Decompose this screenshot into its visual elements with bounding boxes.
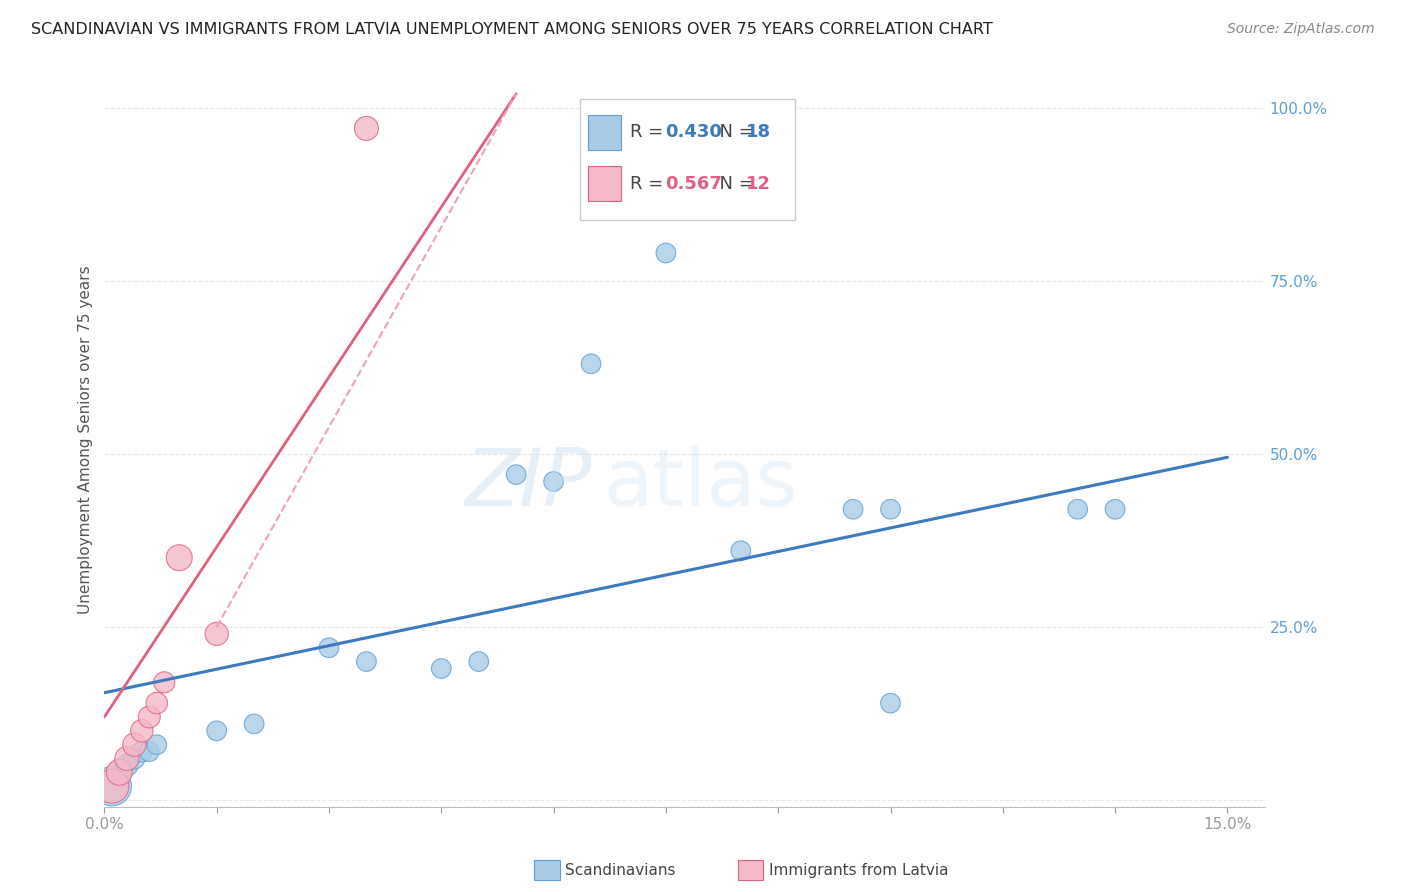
- Text: R =: R =: [630, 123, 669, 142]
- Point: [131, 723, 153, 738]
- Point: [430, 661, 453, 675]
- Point: [153, 675, 176, 690]
- Point: [101, 779, 124, 793]
- Point: [167, 550, 190, 565]
- Point: [243, 717, 266, 731]
- Point: [205, 627, 228, 641]
- Y-axis label: Unemployment Among Seniors over 75 years: Unemployment Among Seniors over 75 years: [79, 266, 93, 615]
- Text: R =: R =: [630, 175, 669, 193]
- Text: Scandinavians: Scandinavians: [565, 863, 676, 878]
- Point: [318, 640, 340, 655]
- Text: 18: 18: [747, 123, 772, 142]
- Point: [1104, 502, 1126, 516]
- Point: [505, 467, 527, 482]
- FancyBboxPatch shape: [588, 166, 621, 202]
- Point: [124, 738, 146, 752]
- Text: 12: 12: [747, 175, 770, 193]
- Point: [879, 696, 901, 710]
- FancyBboxPatch shape: [588, 115, 621, 150]
- Point: [879, 502, 901, 516]
- Point: [138, 710, 160, 724]
- Point: [205, 723, 228, 738]
- Point: [356, 121, 378, 136]
- Point: [101, 779, 124, 793]
- Point: [115, 758, 138, 772]
- Text: N =: N =: [707, 123, 759, 142]
- Point: [467, 655, 489, 669]
- Point: [131, 745, 153, 759]
- Text: 0.567: 0.567: [665, 175, 721, 193]
- Point: [146, 696, 169, 710]
- Point: [543, 475, 565, 489]
- Text: atlas: atlas: [603, 445, 797, 523]
- Point: [356, 655, 378, 669]
- Point: [579, 357, 602, 371]
- FancyBboxPatch shape: [581, 99, 794, 219]
- Point: [115, 751, 138, 765]
- Point: [146, 738, 169, 752]
- Point: [842, 502, 865, 516]
- Point: [108, 765, 131, 780]
- Point: [730, 543, 752, 558]
- Point: [108, 765, 131, 780]
- Point: [1066, 502, 1088, 516]
- Point: [124, 751, 146, 765]
- Text: Immigrants from Latvia: Immigrants from Latvia: [769, 863, 949, 878]
- Point: [138, 745, 160, 759]
- Text: SCANDINAVIAN VS IMMIGRANTS FROM LATVIA UNEMPLOYMENT AMONG SENIORS OVER 75 YEARS : SCANDINAVIAN VS IMMIGRANTS FROM LATVIA U…: [31, 22, 993, 37]
- Point: [655, 246, 678, 260]
- Text: 0.430: 0.430: [665, 123, 721, 142]
- Text: ZIP: ZIP: [464, 445, 592, 523]
- Text: Source: ZipAtlas.com: Source: ZipAtlas.com: [1227, 22, 1375, 37]
- Text: N =: N =: [707, 175, 759, 193]
